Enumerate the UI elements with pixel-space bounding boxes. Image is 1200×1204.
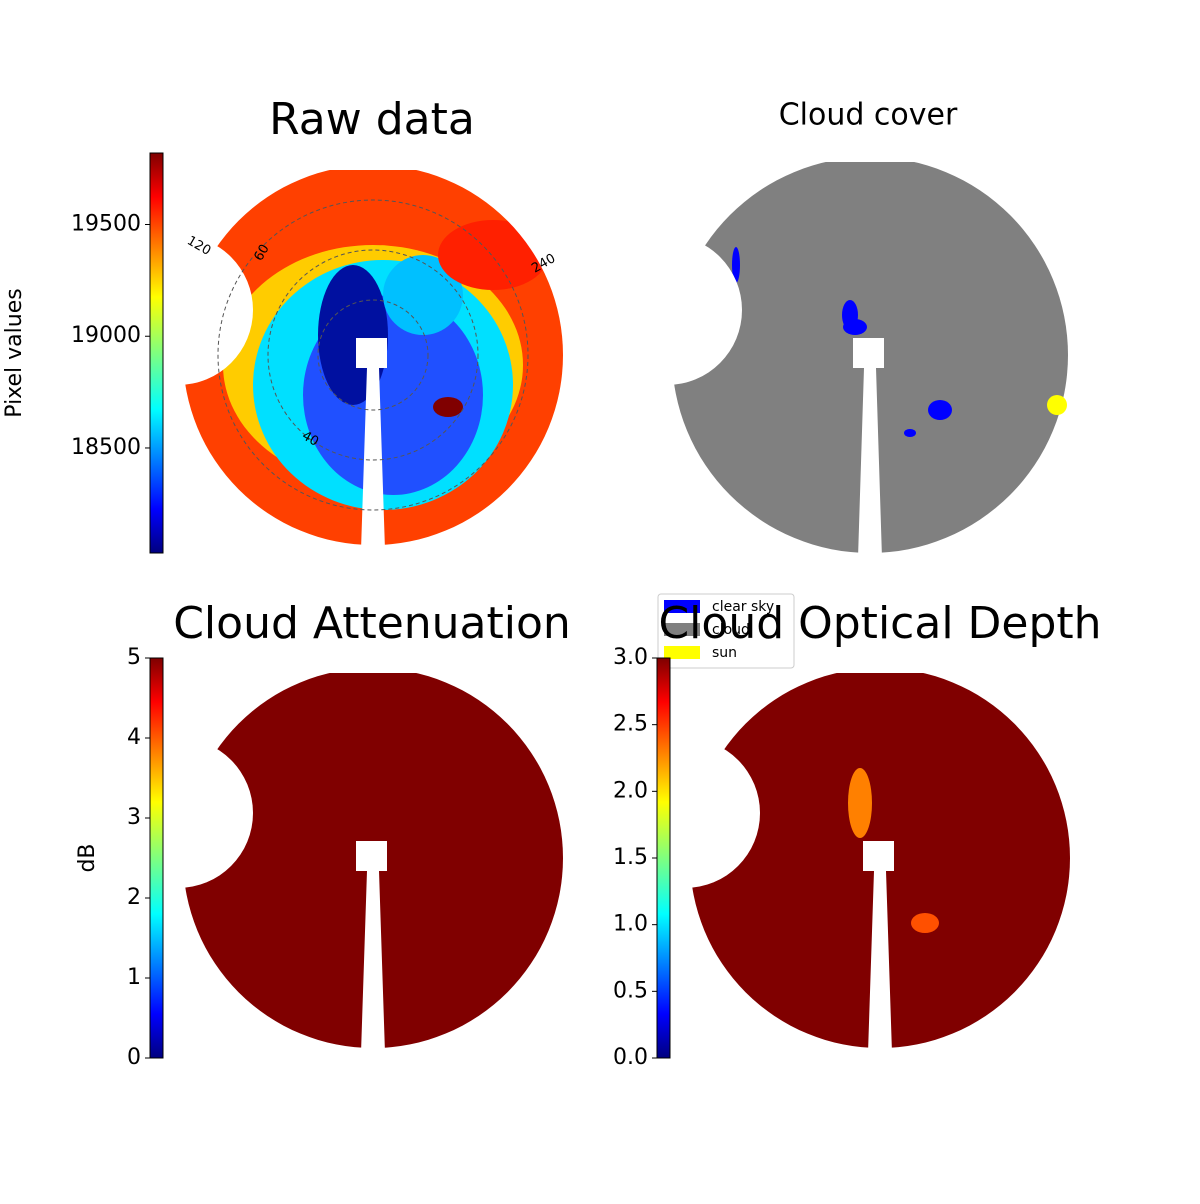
colorbar-tick-label: 0.0: [613, 1045, 648, 1070]
colorbar-tick-label: 2.0: [613, 778, 648, 803]
sky-image: [183, 165, 563, 545]
image-base: [183, 668, 563, 1048]
colorbar-tick-label: 3.0: [613, 645, 648, 670]
polar-label: 40: [299, 429, 321, 450]
polar-label: 60: [252, 242, 273, 264]
image-blob: [383, 255, 463, 335]
image-base: [672, 157, 1068, 553]
legend: clear sky cloud sun: [657, 593, 795, 669]
clear-patch: [904, 429, 916, 437]
polar-ring: [217, 199, 529, 511]
sky-image: [672, 157, 1068, 553]
colorbar-label: dB: [75, 843, 100, 872]
colorbar-tick-label: 0: [127, 1045, 141, 1070]
panel-title: Cloud Optical Depth: [658, 598, 1101, 649]
clear-patch: [928, 400, 952, 420]
sky-image: [183, 668, 563, 1048]
legend-label: clear sky: [712, 599, 774, 615]
image-base: [690, 668, 1070, 1048]
image-blob: [848, 768, 872, 838]
colorbar-tick-label: 1.0: [613, 912, 648, 937]
clear-patch: [732, 247, 740, 283]
polar-ring: [317, 299, 429, 411]
colorbar-tick-label: 19000: [71, 323, 141, 348]
image-blob: [433, 397, 463, 417]
legend-label: cloud: [712, 622, 750, 638]
polar-grid: [217, 199, 529, 511]
panel-title: Raw data: [269, 94, 475, 145]
colorbar-tick-label: 3: [127, 805, 141, 830]
colorbar-tick-label: 18500: [71, 435, 141, 460]
colorbar-tick-label: 19500: [71, 212, 141, 237]
sky-image: [690, 668, 1070, 1048]
legend-label: sun: [712, 645, 737, 661]
legend-swatch: [664, 600, 700, 613]
legend-swatch: [664, 646, 700, 659]
colorbar: [149, 152, 164, 554]
image-blob: [438, 220, 548, 290]
sun-marker: [1047, 395, 1067, 415]
colorbar-tick-label: 5: [127, 645, 141, 670]
panel-title: Cloud Attenuation: [173, 598, 571, 649]
image-blob: [911, 913, 939, 933]
colorbar-tick-label: 2: [127, 885, 141, 910]
colorbar: [149, 657, 164, 1059]
colorbar-tick-label: 4: [127, 725, 141, 750]
colorbar: [656, 657, 671, 1059]
colorbar-tick-label: 0.5: [613, 978, 648, 1003]
image-blob: [318, 265, 388, 405]
polar-ring: [267, 249, 479, 461]
colorbar-tick-label: 1.5: [613, 845, 648, 870]
colorbar-tick-label: 1: [127, 965, 141, 990]
legend-swatch: [664, 623, 700, 636]
clear-patch: [843, 319, 867, 335]
colorbar-tick-label: 2.5: [613, 712, 648, 737]
colorbar-label: Pixel values: [2, 288, 27, 417]
panel-title: Cloud cover: [779, 98, 958, 133]
